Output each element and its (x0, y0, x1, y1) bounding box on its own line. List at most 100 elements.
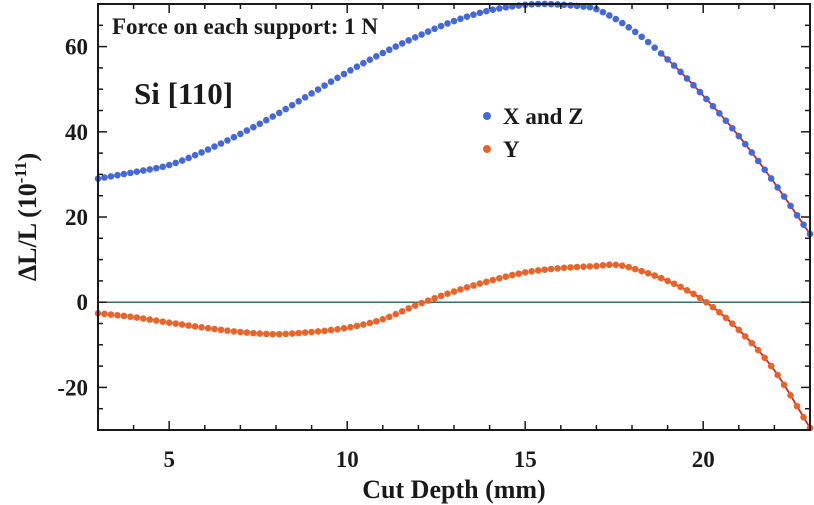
data-point-x-and-z (262, 116, 270, 124)
data-point-x-and-z (664, 56, 671, 63)
data-point-x-and-z (722, 117, 730, 124)
data-point-y (657, 274, 665, 282)
data-point-x-and-z (696, 88, 704, 96)
data-point-x-and-z (470, 11, 477, 18)
data-point-x-and-z (360, 59, 367, 67)
data-point-x-and-z (347, 67, 354, 74)
data-point-y (262, 330, 270, 338)
data-point-x-and-z (450, 17, 458, 25)
data-point-y (385, 313, 393, 321)
data-point-x-and-z (483, 7, 490, 15)
data-point-x-and-z (250, 123, 257, 131)
data-point-x-and-z (198, 149, 205, 156)
x-tick-label: 5 (163, 447, 175, 472)
data-point-x-and-z (625, 24, 633, 31)
data-point-x-and-z (780, 193, 788, 200)
data-point-y (631, 265, 639, 273)
data-point-y (411, 302, 419, 309)
data-point-y (664, 277, 671, 285)
data-point-x-and-z (586, 3, 594, 11)
data-point-x-and-z (411, 34, 419, 41)
data-point-y (211, 325, 218, 333)
data-point-y (256, 330, 264, 337)
data-point-y (398, 308, 406, 315)
data-point-x-and-z (741, 140, 749, 148)
data-point-x-and-z (703, 95, 710, 103)
data-point-x-and-z (657, 50, 665, 57)
legend-marker-x-and-z (483, 112, 491, 120)
data-point-y (644, 270, 652, 277)
data-point-y (567, 264, 574, 271)
plot-frame (97, 3, 811, 431)
plot-background (98, 4, 810, 430)
data-point-x-and-z (638, 33, 646, 41)
data-point-y (431, 294, 438, 302)
data-point-x-and-z (211, 143, 218, 150)
data-point-x-and-z (735, 132, 743, 140)
data-point-y (101, 310, 108, 318)
data-point-x-and-z (288, 101, 296, 109)
data-point-x-and-z (670, 62, 678, 69)
y-tick-label: 60 (65, 35, 88, 60)
data-point-x-and-z (631, 28, 639, 36)
data-point-x-and-z (476, 9, 484, 17)
data-point-y (275, 330, 283, 338)
data-point-y (230, 328, 238, 335)
data-point-y (243, 329, 251, 336)
data-point-x-and-z (191, 151, 199, 159)
data-point-x-and-z (431, 25, 438, 33)
data-point-x-and-z (651, 44, 658, 51)
data-point-x-and-z (418, 31, 425, 38)
data-point-x-and-z (800, 221, 807, 228)
data-point-y (237, 328, 244, 336)
data-point-y (534, 267, 542, 274)
data-point-x-and-z (496, 5, 503, 12)
data-point-y (612, 261, 620, 269)
data-point-x-and-z (314, 86, 322, 93)
force-annotation: Force on each support: 1 N (112, 14, 378, 39)
data-point-y (250, 329, 257, 337)
data-point-y (314, 328, 322, 335)
data-point-y (761, 354, 768, 362)
data-point-x-and-z (606, 12, 613, 19)
data-point-y (301, 329, 309, 336)
data-point-y (379, 315, 387, 323)
data-point-y (353, 322, 361, 330)
data-point-y (269, 330, 277, 338)
data-point-x-and-z (140, 167, 147, 174)
data-point-x-and-z (437, 22, 445, 30)
data-point-y (496, 275, 503, 282)
y-axis-label: ΔL/L (10-11) (11, 153, 42, 281)
data-point-x-and-z (340, 70, 348, 78)
data-point-x-and-z (644, 38, 652, 46)
data-point-x-and-z (599, 8, 607, 16)
data-point-x-and-z (729, 124, 736, 132)
data-point-x-and-z (321, 82, 328, 89)
y-tick-label: 0 (77, 290, 89, 315)
data-point-y (690, 290, 697, 298)
data-point-x-and-z (101, 174, 108, 181)
data-point-x-and-z (709, 102, 717, 110)
data-point-y (450, 288, 458, 295)
data-point-x-and-z (502, 4, 510, 11)
data-point-x-and-z (217, 140, 225, 147)
data-point-x-and-z (308, 90, 315, 97)
data-point-y (748, 339, 756, 347)
data-point-x-and-z (754, 157, 762, 165)
data-point-y (470, 282, 477, 289)
data-point-x-and-z (761, 166, 768, 173)
data-point-y (489, 276, 497, 284)
data-point-y (360, 321, 367, 328)
data-point-y (780, 381, 788, 389)
data-point-y (127, 313, 134, 321)
data-point-y (418, 299, 425, 307)
data-point-y (308, 328, 315, 336)
data-point-y (709, 303, 717, 311)
data-point-x-and-z (237, 130, 244, 138)
data-point-y (722, 314, 730, 322)
axis-tick-labels: 5 10 15 20 -20 0 20 40 60 (57, 35, 714, 472)
data-point-y (178, 321, 186, 328)
data-point-x-and-z (366, 56, 374, 64)
data-point-y (444, 290, 451, 298)
